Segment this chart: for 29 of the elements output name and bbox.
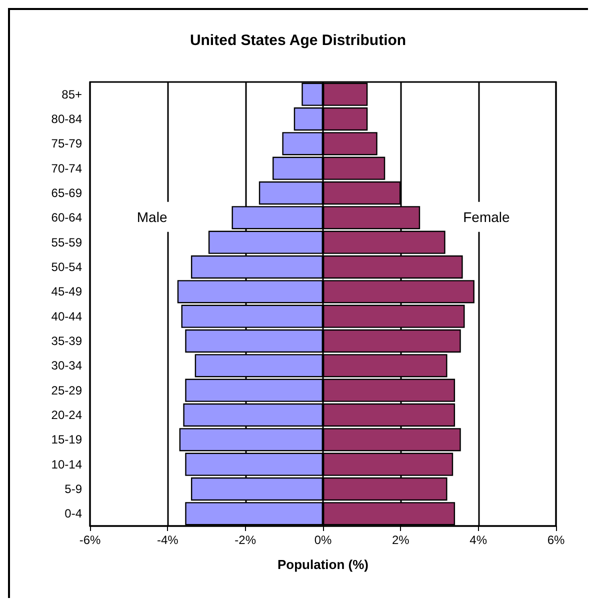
y-tick-label: 10-14 bbox=[51, 457, 82, 472]
y-tick-label: 65-69 bbox=[51, 186, 82, 200]
x-axis-title: Population (%) bbox=[278, 557, 368, 572]
y-tick-label: 45-49 bbox=[51, 284, 82, 299]
y-tick-label: 50-54 bbox=[51, 260, 82, 274]
y-tick-label: 20-24 bbox=[51, 408, 82, 422]
y-tick-label: 25-29 bbox=[51, 383, 82, 398]
x-tick-label: -4% bbox=[156, 533, 179, 547]
y-tick-label: 75-79 bbox=[51, 136, 82, 151]
y-tick-label: 15-19 bbox=[51, 432, 82, 447]
y-tick-label: 70-74 bbox=[51, 161, 82, 176]
series-label: Female bbox=[463, 208, 510, 225]
y-tick-label: 0-4 bbox=[64, 506, 82, 521]
y-tick-label: 5-9 bbox=[64, 482, 82, 496]
y-tick-label: 55-59 bbox=[51, 235, 82, 250]
y-tick-label: 35-39 bbox=[51, 334, 82, 348]
text: Male bbox=[136, 208, 168, 225]
x-tick-label: 6% bbox=[547, 533, 565, 547]
chart-title: United States Age Distribution bbox=[190, 32, 406, 49]
x-tick-label: -2% bbox=[234, 533, 256, 547]
x-tick-label: 2% bbox=[392, 533, 410, 547]
y-tick-label: 85+ bbox=[62, 87, 82, 102]
x-tick-label: 4% bbox=[470, 533, 488, 547]
x-tick-label: -6% bbox=[79, 533, 101, 547]
y-tick-label: 40-44 bbox=[51, 309, 82, 324]
y-tick-label: 30-34 bbox=[51, 358, 82, 373]
y-tick-label: 80-84 bbox=[51, 112, 82, 126]
y-tick-label: 60-64 bbox=[51, 210, 82, 225]
x-tick-label: 0% bbox=[314, 533, 332, 547]
